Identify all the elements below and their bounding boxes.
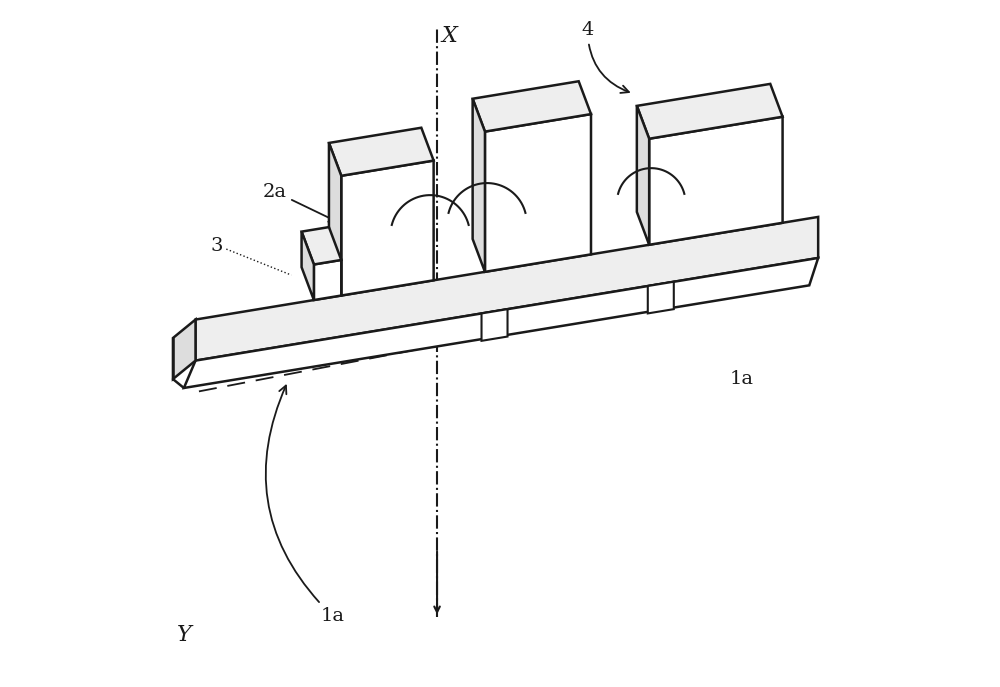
Text: 4: 4 — [581, 21, 629, 93]
Polygon shape — [302, 232, 314, 300]
Polygon shape — [302, 227, 341, 264]
Text: 3: 3 — [210, 237, 223, 256]
Polygon shape — [196, 217, 818, 361]
Text: 1a: 1a — [266, 385, 344, 625]
Text: 1a: 1a — [504, 233, 545, 265]
Polygon shape — [649, 117, 783, 245]
Polygon shape — [473, 81, 591, 132]
Polygon shape — [637, 84, 783, 139]
Text: 2b: 2b — [695, 99, 756, 123]
Polygon shape — [329, 128, 434, 176]
Polygon shape — [473, 99, 485, 272]
Text: Y: Y — [177, 624, 192, 646]
Polygon shape — [637, 106, 649, 245]
Polygon shape — [314, 260, 341, 300]
Polygon shape — [173, 319, 196, 379]
Polygon shape — [184, 258, 818, 388]
Polygon shape — [329, 143, 341, 295]
Text: 2a: 2a — [263, 183, 337, 222]
Text: 1a: 1a — [729, 370, 753, 388]
Text: 1: 1 — [505, 92, 518, 126]
Polygon shape — [485, 114, 591, 272]
Polygon shape — [341, 161, 434, 295]
Text: 4: 4 — [320, 216, 372, 269]
Text: X: X — [442, 25, 458, 47]
Polygon shape — [482, 309, 508, 341]
Polygon shape — [648, 282, 674, 313]
